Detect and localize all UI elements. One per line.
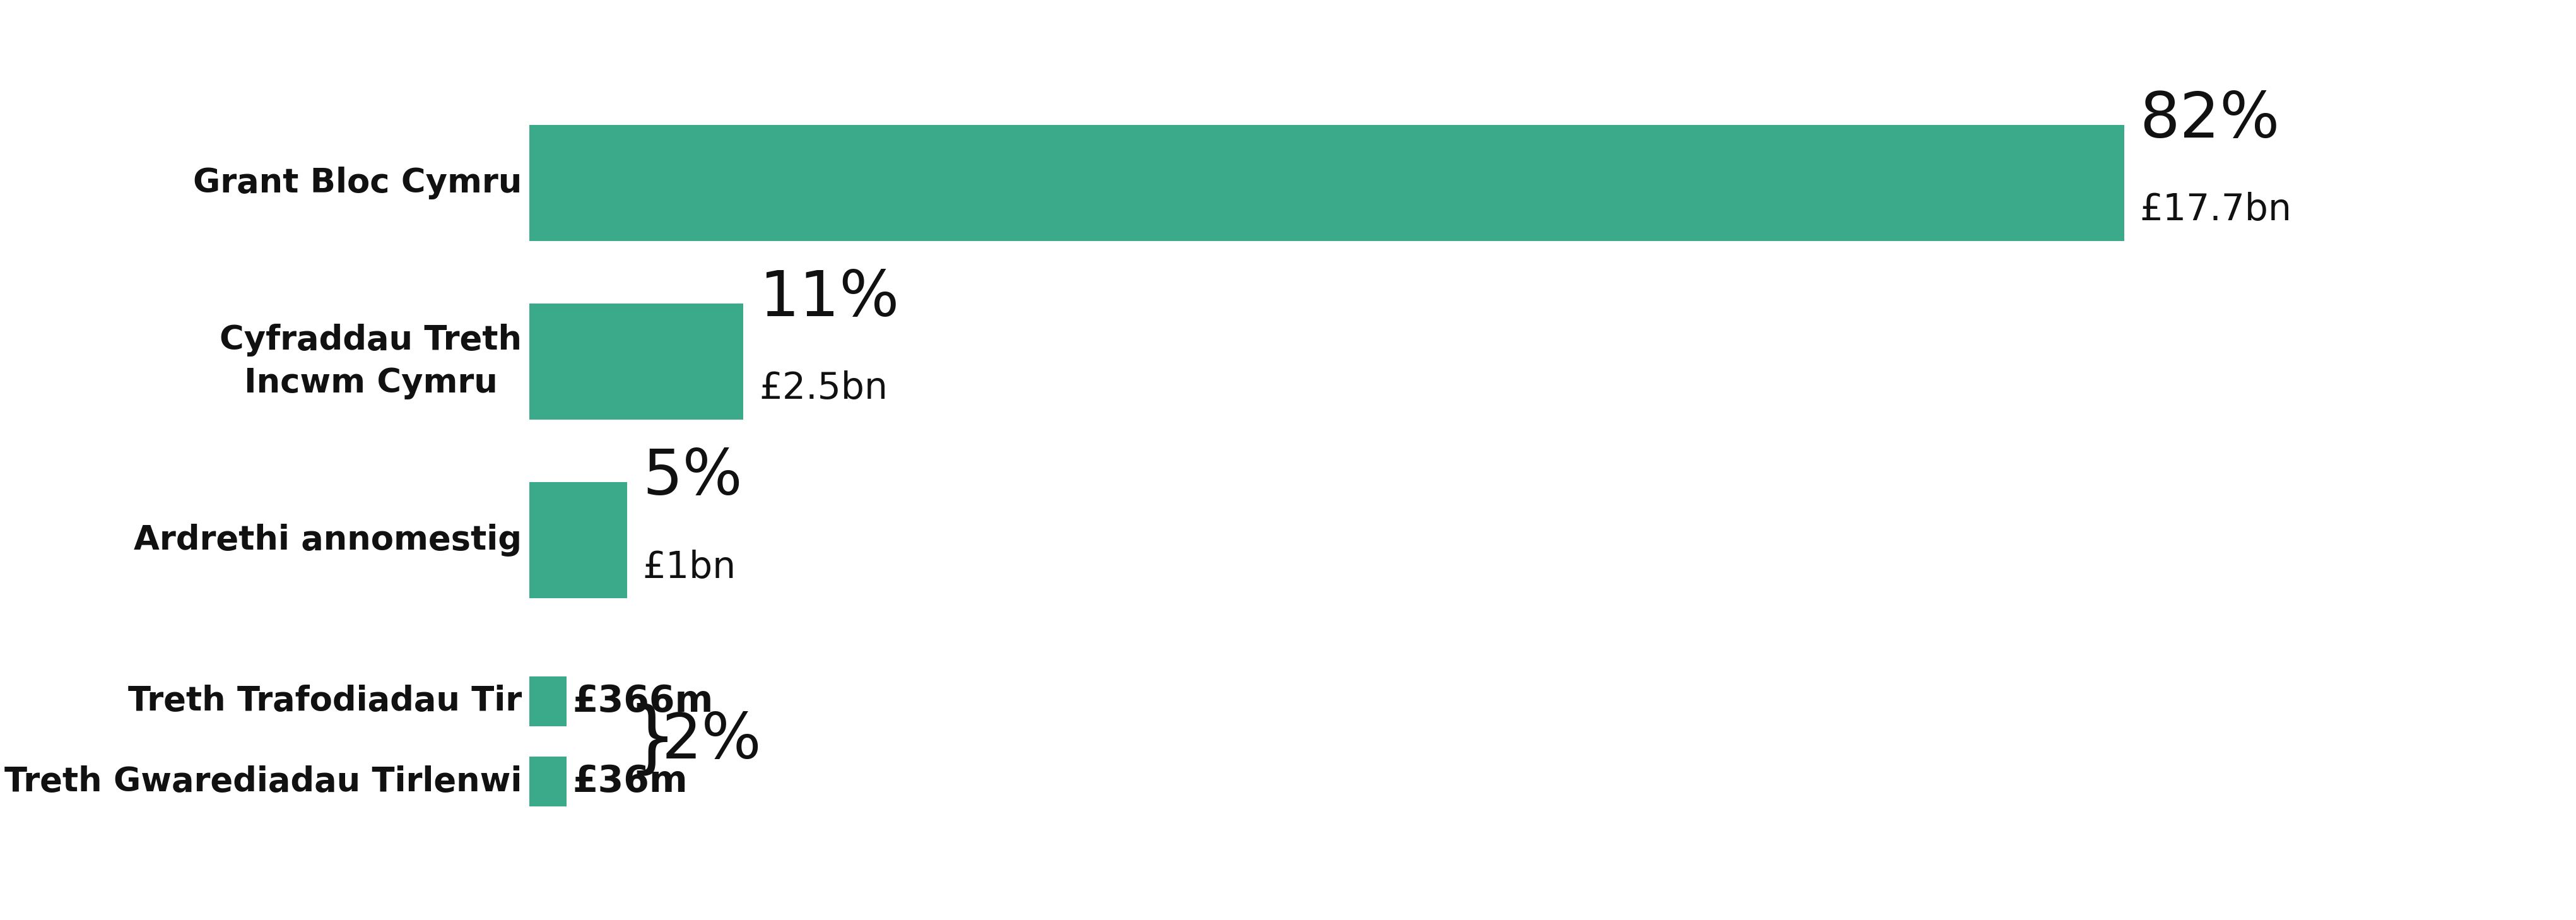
Text: £17.7bn: £17.7bn (2141, 192, 2293, 228)
Bar (531, 304, 744, 420)
Text: 82%: 82% (2141, 89, 2280, 151)
Text: £1bn: £1bn (641, 549, 737, 585)
Text: £36m: £36m (572, 764, 688, 799)
Text: Cyfraddau Treth
Incwm Cymru: Cyfraddau Treth Incwm Cymru (219, 324, 523, 399)
Bar (531, 125, 2125, 241)
Text: 5%: 5% (641, 447, 742, 508)
Text: Treth Trafodiadau Tir: Treth Trafodiadau Tir (129, 684, 523, 718)
Text: Grant Bloc Cymru: Grant Bloc Cymru (193, 167, 523, 200)
Bar (531, 482, 626, 599)
Bar (531, 756, 567, 807)
Text: Treth Gwarediadau Tirlenwi: Treth Gwarediadau Tirlenwi (5, 765, 523, 798)
Bar (531, 676, 567, 726)
Text: }: } (626, 703, 677, 779)
Text: 2%: 2% (662, 711, 762, 772)
Text: £2.5bn: £2.5bn (760, 371, 889, 407)
Text: £366m: £366m (572, 684, 714, 719)
Text: Ardrethi annomestig: Ardrethi annomestig (134, 524, 523, 557)
Text: 11%: 11% (760, 269, 899, 329)
